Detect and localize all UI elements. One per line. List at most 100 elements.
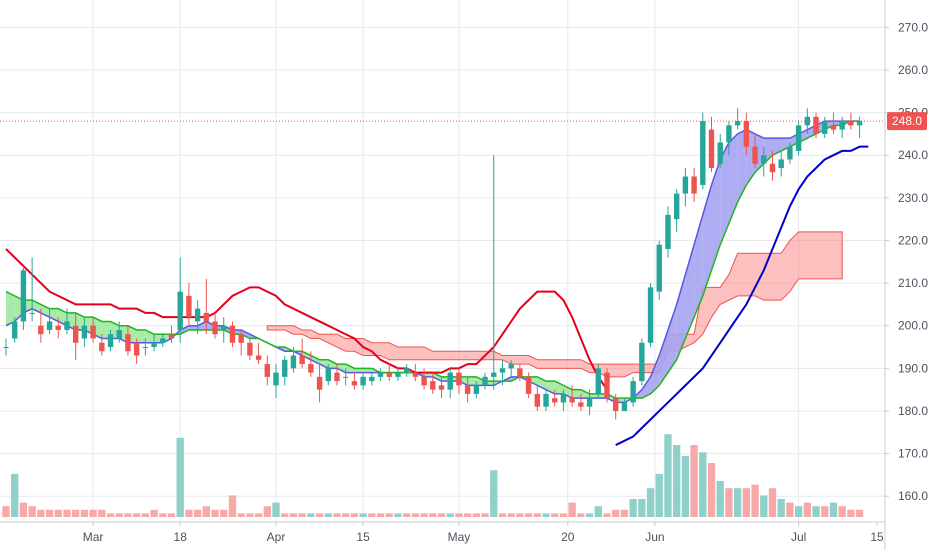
volume-bar [673,445,681,517]
volume-bar [211,509,219,517]
candle-body [186,295,192,318]
x-tick-label: 20 [561,530,575,544]
candle [700,112,706,190]
candle [856,116,863,139]
volume-bar [298,513,306,517]
volume-bar [281,513,289,517]
candle-body [290,355,297,369]
candle-body [822,121,828,134]
candle-body [787,146,793,160]
candle [578,393,584,411]
ema-band-segment [554,381,564,394]
candle [160,334,166,348]
volume-bar [403,513,411,517]
volume-bar [246,513,254,517]
volume-bar [420,513,428,517]
candle [55,317,61,339]
volume-bar [124,513,132,517]
candle-body [386,372,392,377]
volume-bar [19,502,28,517]
ema-band-segment [310,355,320,365]
candle-body [743,121,750,147]
candle [238,329,244,356]
ema-band-segment [302,351,311,360]
candle [839,116,845,139]
volume-bar [89,509,97,517]
volume-bar [150,509,158,517]
candle [647,283,654,348]
ema-band-segment [676,274,686,360]
x-tick-label: Jun [645,530,664,544]
ema-band-segment [580,389,590,399]
ema-band-segment [572,389,581,399]
volume-bar [568,502,576,517]
candle-body [177,291,183,330]
volume-bar [141,513,150,517]
last-price-label: 248.0 [892,114,922,128]
volume-bar [28,506,36,517]
ema-band-segment [563,385,573,399]
candle [308,351,314,377]
volume-bar [202,506,210,517]
candle-body [595,368,601,394]
candle [64,308,70,335]
candle-body [612,398,619,411]
ema-band-segment [781,138,790,151]
candle-body [752,146,758,164]
candle [447,368,453,399]
volume-bar [603,513,611,517]
volume-bar [646,488,655,517]
candle-body [55,325,61,330]
candle-body [708,129,715,168]
ema-band-segment [589,393,599,399]
candle-body [238,334,244,343]
ema-band-segment [650,355,660,394]
candle-body [133,342,140,356]
volume-bar [37,509,45,517]
red-baseline-line [5,248,608,391]
volume-bar [411,513,420,517]
candle-body [395,372,401,377]
x-axis-labels: Mar 18 Apr 15 May 20 Jun Jul 15 [83,522,884,544]
y-tick-label: 220.0 [898,233,928,247]
candle [508,359,514,377]
volume-bar [115,513,123,517]
candle-body [125,334,131,352]
candle [247,338,253,360]
candle-body [46,321,53,330]
y-tick-label: 190.0 [898,361,928,375]
candle [290,347,297,373]
ema-band-segment [75,312,85,330]
candle [3,338,9,356]
candle [552,389,558,407]
volume-bar [855,509,864,517]
volume-bar [742,488,751,517]
y-tick-label: 240.0 [898,148,928,162]
candle [221,317,227,343]
volume-bar [585,513,594,517]
y-tick-label: 200.0 [898,319,928,333]
volume-bar [455,513,463,517]
last-price-badge: 248.0 [887,112,927,131]
candle [778,150,784,177]
volume-bar [237,513,245,517]
candle [482,372,488,390]
candle-body [20,270,27,322]
candle-body [325,368,331,382]
candle-body [64,321,70,330]
y-tick-label: 230.0 [898,191,928,205]
candle-body [778,159,784,168]
candle [12,317,18,343]
volume-series [2,434,864,517]
candle-body [412,372,419,377]
volume-bar [385,513,393,517]
candle-body [3,347,9,349]
volume-bar [333,513,341,517]
candle [412,364,419,382]
volume-bar [263,506,271,517]
volume-bar [533,513,541,517]
candle [395,368,401,382]
candle-body [430,381,436,390]
